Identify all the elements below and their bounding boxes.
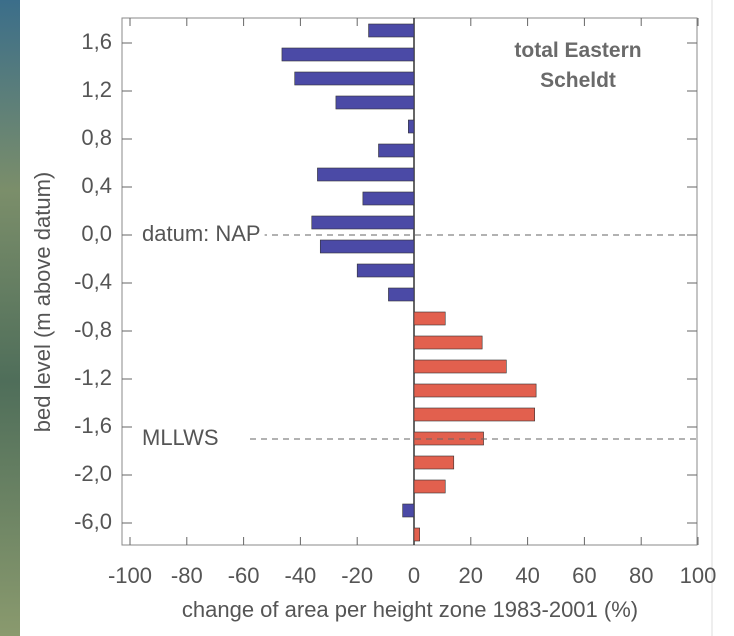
x-tick-label: -20 (341, 563, 373, 588)
y-tick-label: 1,6 (81, 29, 112, 54)
x-tick-label: 80 (629, 563, 653, 588)
y-tick-label: -0,4 (74, 269, 112, 294)
x-tick-label: -100 (108, 563, 152, 588)
x-tick-label: 60 (572, 563, 596, 588)
chart-title: total Eastern Scheldt (478, 36, 678, 96)
reference-label: MLLWS (142, 425, 219, 450)
y-tick-label: -2,0 (74, 461, 112, 486)
bar (388, 288, 414, 301)
y-tick-label: -0,8 (74, 317, 112, 342)
bar (312, 216, 414, 229)
bar (295, 72, 414, 85)
y-tick-label: -1,2 (74, 365, 112, 390)
x-tick-label: 100 (680, 563, 717, 588)
bar (320, 240, 414, 253)
bar (403, 504, 414, 517)
bar (414, 312, 445, 325)
y-tick-label: -6,0 (74, 509, 112, 534)
x-tick-label: 20 (459, 563, 483, 588)
bar (379, 144, 415, 157)
bar (357, 264, 414, 277)
y-tick-label: 0,8 (81, 125, 112, 150)
bar (414, 384, 536, 397)
y-tick-label: 0,0 (81, 221, 112, 246)
bar (414, 360, 506, 373)
reference-label: datum: NAP (142, 221, 261, 246)
x-tick-label: -40 (285, 563, 317, 588)
y-axis-label: bed level (m above datum) (30, 172, 55, 432)
bar (414, 408, 535, 421)
y-tick-label: 0,4 (81, 173, 112, 198)
x-tick-label: -60 (228, 563, 260, 588)
x-tick-label: 0 (408, 563, 420, 588)
x-tick-label: 40 (515, 563, 539, 588)
page: bed level (m above datum) change of area… (0, 0, 734, 636)
bar (369, 24, 414, 37)
bar (282, 48, 414, 61)
bar (317, 168, 414, 181)
bar (408, 120, 414, 133)
y-tick-label: 1,2 (81, 77, 112, 102)
x-axis-label: change of area per height zone 1983-2001… (182, 597, 638, 622)
y-tick-label: -1,6 (74, 413, 112, 438)
photo-strip (0, 0, 20, 636)
bar (363, 192, 414, 205)
bar (414, 336, 482, 349)
x-tick-label: -80 (171, 563, 203, 588)
bar (414, 528, 420, 541)
bar (414, 480, 445, 493)
bar (414, 456, 454, 469)
bar (336, 96, 414, 109)
